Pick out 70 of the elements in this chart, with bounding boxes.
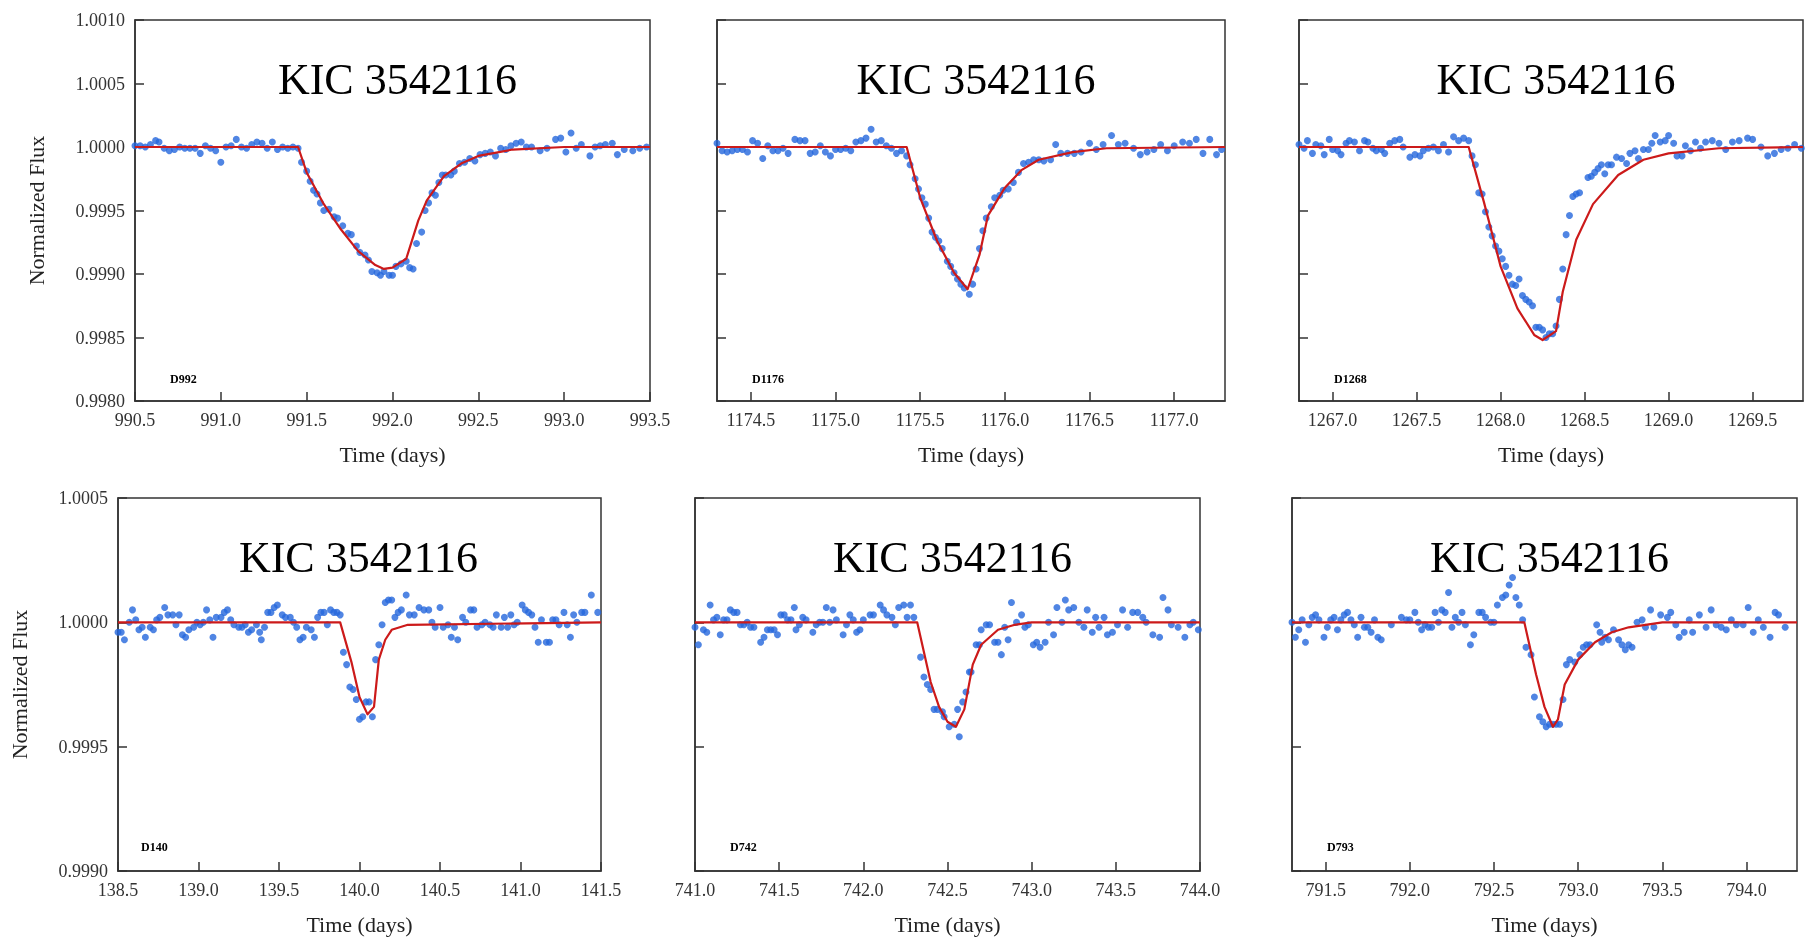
x-tick-label: 792.5 (1473, 880, 1515, 900)
y-tick-label: 1.0010 (75, 10, 125, 30)
x-tick-label: 1175.0 (811, 410, 860, 430)
x-tick-label: 792.0 (1389, 880, 1431, 900)
x-tick-label: 791.5 (1305, 880, 1346, 900)
x-tick-label: 1176.5 (1065, 410, 1114, 430)
x-tick-label: 1267.0 (1307, 410, 1358, 430)
x-tick-label: 1269.5 (1727, 410, 1778, 430)
y-tick-label: 0.9985 (75, 327, 125, 348)
y-tick-label: 0.9990 (75, 264, 125, 284)
x-tick-label: 741.5 (758, 880, 800, 900)
y-tick-label: 0.9990 (58, 861, 108, 881)
x-tick-label: 141.0 (500, 880, 541, 900)
text: KIC 3542116 (277, 54, 518, 104)
x-tick-label: 139.0 (178, 880, 219, 900)
y-tick-label: 0.9995 (58, 736, 108, 757)
annotation: D793 (1327, 840, 1354, 854)
x-tick-label: 744.0 (1179, 880, 1221, 900)
x-tick-label: 793.0 (1557, 880, 1599, 900)
y-axis-title: Normalized Flux (23, 135, 49, 286)
x-tick-label: 140.5 (419, 880, 461, 900)
annotation: D1268 (1334, 372, 1367, 386)
x-tick-label: 993.5 (629, 410, 671, 430)
x-axis-title: Time (days) (894, 911, 1001, 937)
y-tick-label: 1.0005 (58, 488, 108, 508)
x-tick-label: 743.5 (1095, 880, 1137, 900)
x-tick-label: 742.5 (927, 880, 968, 900)
text: KIC 3542116 (1436, 54, 1676, 104)
x-tick-label: 140.0 (339, 880, 380, 900)
x-tick-label: 138.5 (97, 880, 139, 900)
annotation: D140 (141, 840, 168, 854)
x-tick-label: 1268.0 (1475, 410, 1526, 430)
text: KIC 3542116 (832, 532, 1073, 582)
x-tick-label: 1176.0 (980, 410, 1030, 430)
x-axis-title: Time (days) (917, 441, 1025, 467)
x-tick-label: 742.0 (843, 880, 884, 900)
x-tick-label: 990.5 (114, 410, 156, 430)
x-tick-label: 1175.5 (895, 410, 945, 430)
y-axis-title: Normalized Flux (6, 609, 32, 760)
x-tick-label: 993.0 (543, 410, 585, 430)
x-tick-label: 741.0 (674, 880, 716, 900)
annotation: D1176 (752, 372, 785, 386)
text: KIC 3542116 (856, 54, 1096, 104)
y-tick-label: 1.0000 (58, 612, 108, 633)
x-tick-label: 141.5 (580, 880, 622, 900)
annotation: D742 (730, 840, 757, 854)
y-tick-label: 0.9995 (75, 200, 125, 221)
x-tick-label: 1174.5 (726, 410, 776, 430)
x-axis-title: Time (days) (306, 911, 413, 937)
y-tick-label: 0.9980 (75, 391, 125, 411)
x-tick-label: 743.0 (1011, 880, 1052, 900)
x-axis-title: Time (days) (1497, 441, 1605, 467)
x-tick-label: 794.0 (1726, 880, 1767, 900)
x-tick-label: 992.5 (458, 410, 499, 430)
x-tick-label: 1177.0 (1149, 410, 1199, 430)
x-tick-label: 992.0 (372, 410, 413, 430)
x-axis-title: Time (days) (1491, 911, 1598, 937)
y-tick-label: 1.0005 (75, 73, 125, 94)
x-tick-label: 991.0 (200, 410, 242, 430)
x-tick-label: 1268.5 (1559, 410, 1610, 430)
y-tick-label: 1.0000 (75, 137, 125, 157)
text: KIC 3542116 (238, 532, 479, 582)
x-tick-label: 1267.5 (1391, 410, 1442, 430)
annotation: D992 (170, 372, 197, 386)
text: KIC 3542116 (1429, 532, 1670, 582)
x-tick-label: 139.5 (258, 880, 300, 900)
x-tick-label: 1269.0 (1643, 410, 1694, 430)
x-tick-label: 991.5 (286, 410, 327, 430)
x-tick-label: 793.5 (1642, 880, 1683, 900)
x-axis-title: Time (days) (339, 441, 446, 467)
